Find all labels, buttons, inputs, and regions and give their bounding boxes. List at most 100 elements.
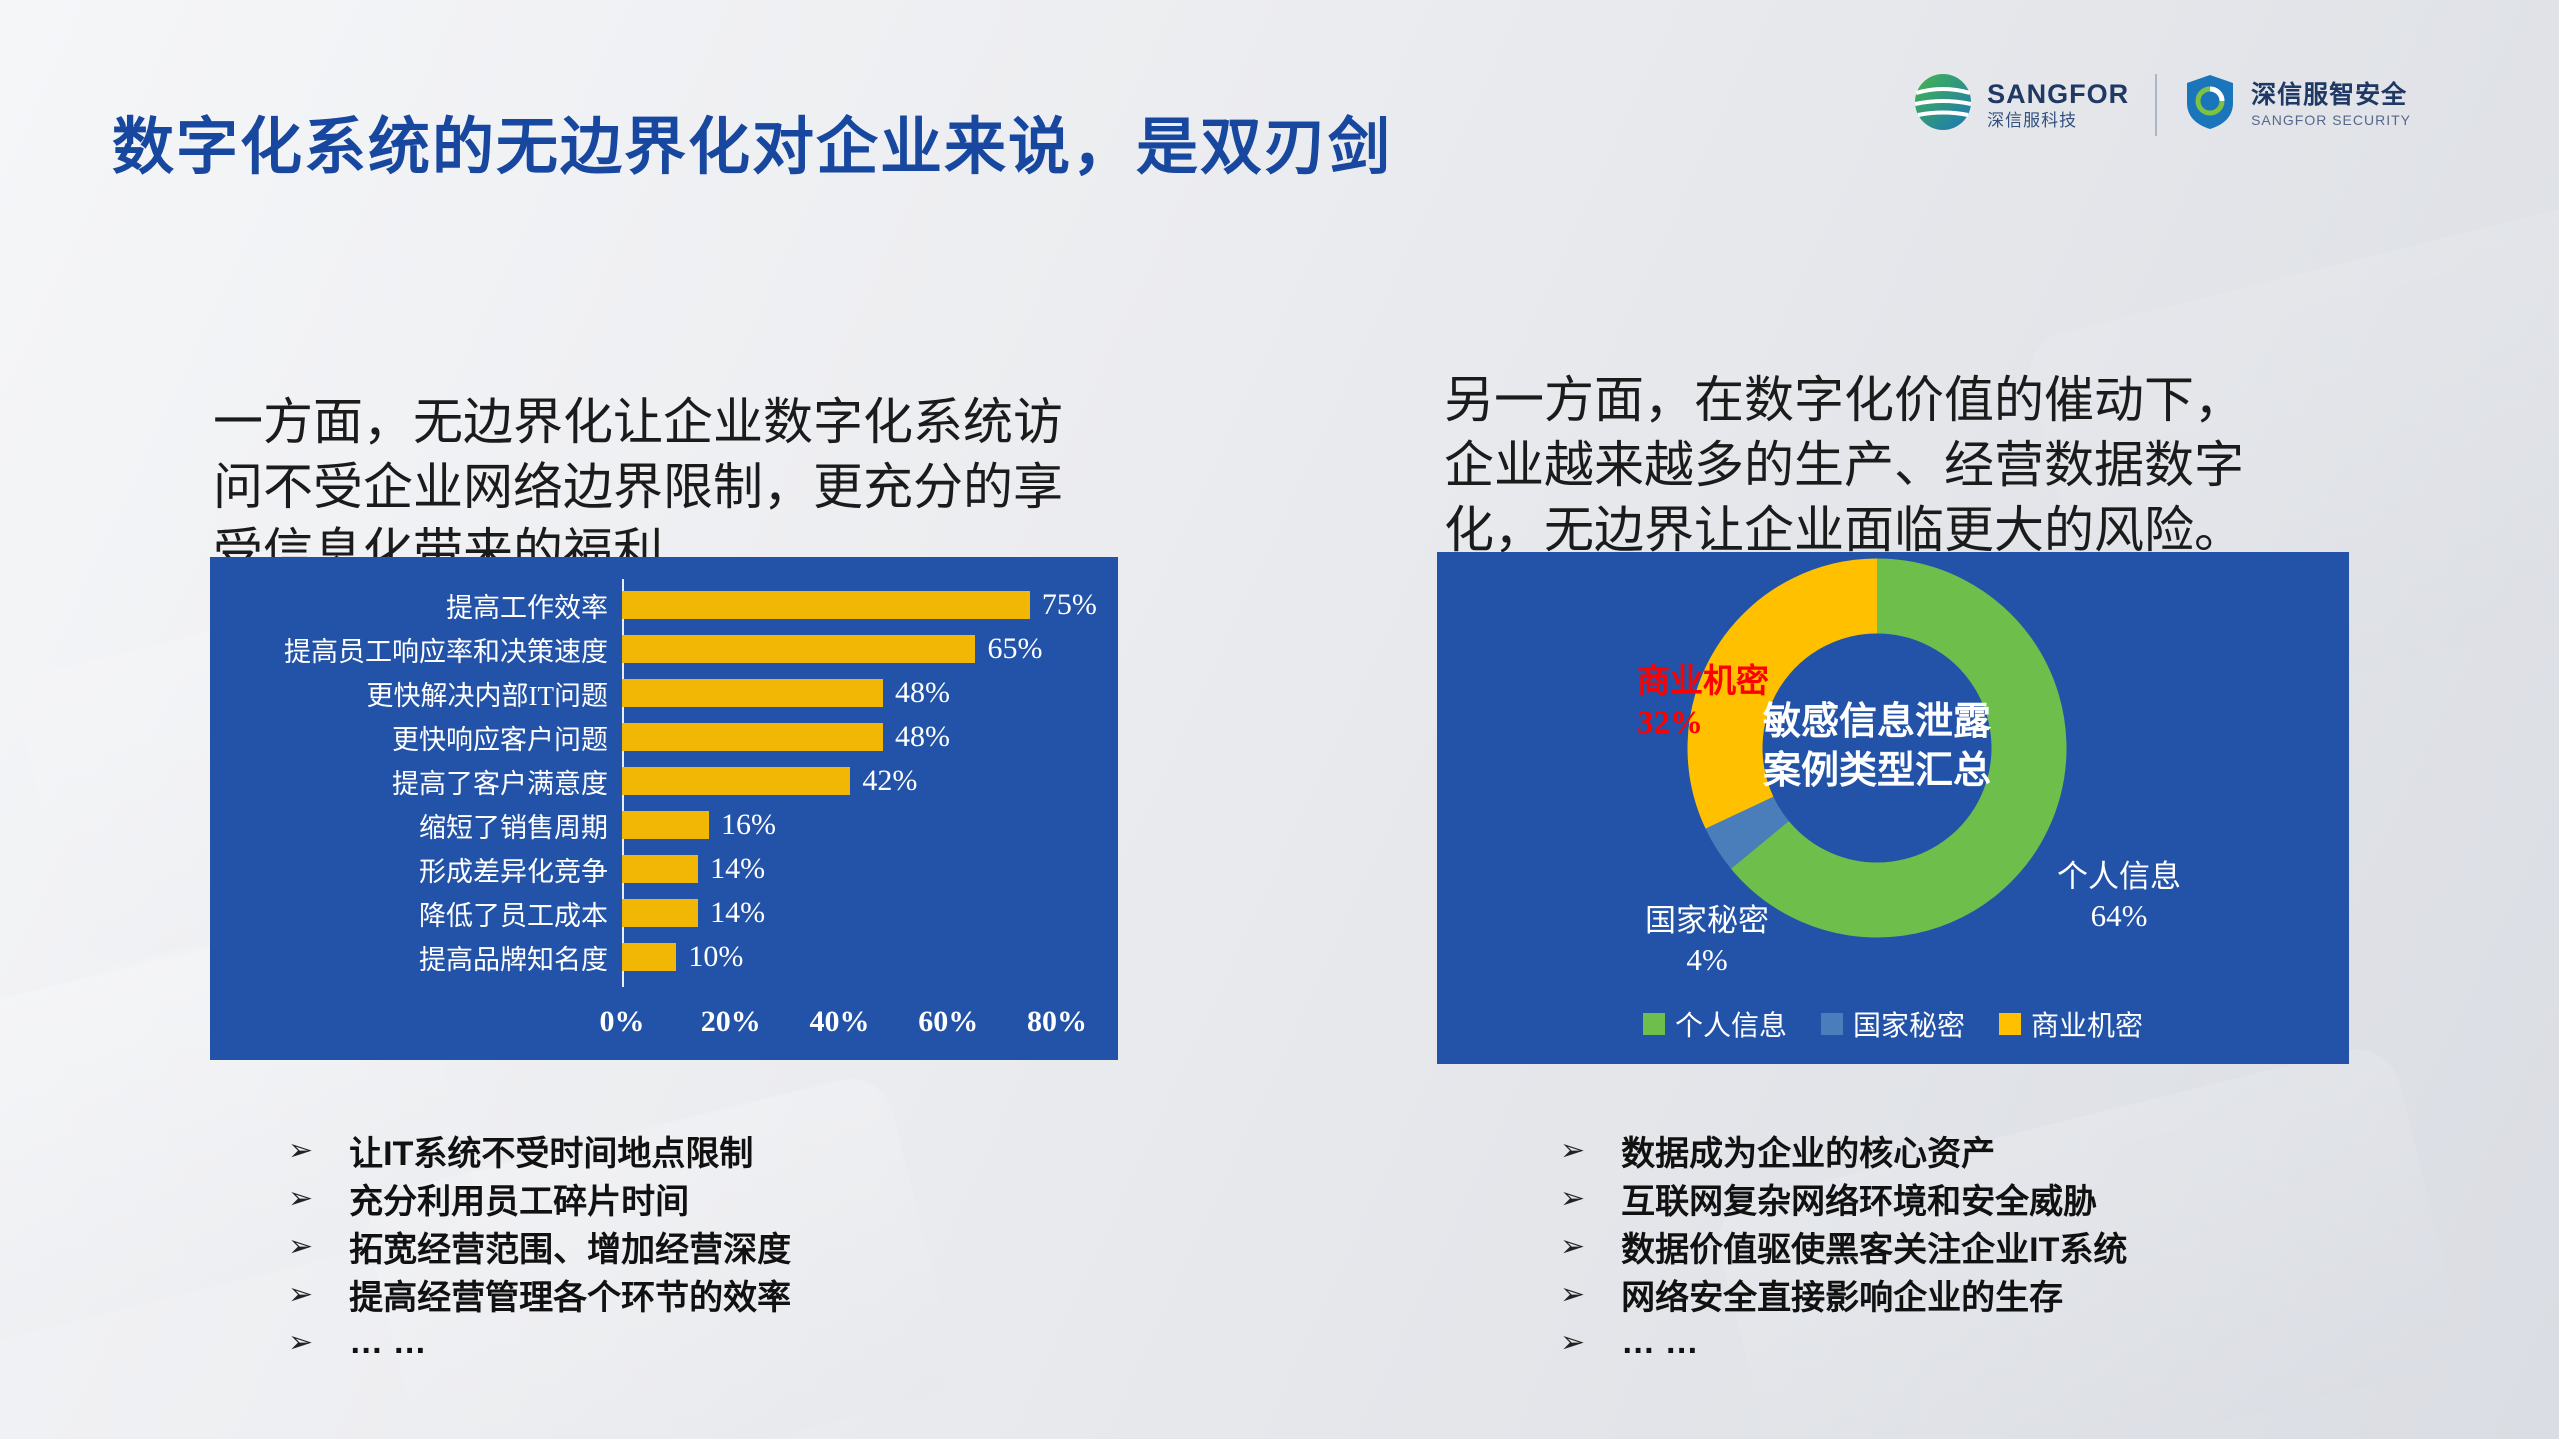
donut-center-title-line2: 案例类型汇总 [1762,750,1991,793]
legend-item: 商业机密 [1999,1004,2143,1044]
bar-category-label: 更快响应客户问题 [392,724,608,755]
bar-track: 14% [622,852,1057,886]
bar-category-label: 降低了员工成本 [419,900,608,931]
list-item-text: 数据价值驱使黑客关注企业IT系统 [1621,1230,2128,1269]
bar [622,635,976,663]
logo-divider [2155,73,2158,136]
bullet-arrow-icon: ➢ [288,1229,314,1263]
bar-value-label: 48% [895,720,950,753]
bar-value-label: 42% [862,764,918,797]
bar [622,811,709,839]
bar-row: 更快响应客户问题 48% [210,715,1118,759]
x-axis-tick-label: 80% [1027,1005,1087,1038]
bar-track: 48% [622,676,1057,710]
donut-center-title-line1: 敏感信息泄露 [1762,701,1991,743]
bar-track: 75% [622,588,1097,622]
list-item: ➢ 网络安全直接影响企业的生存 [1560,1270,2127,1318]
bar-row: 提高了客户满意度 42% [210,759,1118,803]
bar-category-label: 缩短了销售周期 [419,812,608,843]
donut-callout-value: 4% [1686,941,1728,977]
right-intro-paragraph: 另一方面，在数字化价值的催动下，企业越来越多的生产、经营数据数字化，无边界让企业… [1444,372,2244,558]
bar-value-label: 14% [710,896,766,929]
list-item-text: 提高经营管理各个环节的效率 [349,1278,792,1317]
legend-item: 个人信息 [1642,1004,1787,1044]
bar-value-label: 65% [987,632,1043,665]
sangfor-security-logo-sub: SANGFOR SECURITY [2251,111,2411,128]
list-item: ➢ 拓宽经营范围、增加经营深度 [288,1222,791,1270]
list-item-text: 拓宽经营范围、增加经营深度 [349,1230,792,1269]
benefits-bar-chart-panel: 提高工作效率 75% 提高员工响应率和决策速度 65% 更快解决内部IT问题 48% 更快响… [210,557,1118,1060]
list-item-text: 网络安全直接影响企业的生存 [1621,1278,2064,1317]
bar-track: 65% [622,632,1057,666]
list-item: ➢ 提高经营管理各个环节的效率 [288,1270,791,1318]
donut-slice-1 [1705,795,1790,869]
list-item-text: 互联网复杂网络环境和安全威胁 [1621,1182,2098,1221]
bullet-arrow-icon: ➢ [288,1133,314,1167]
bar-track: 14% [622,896,1057,930]
bullet-arrow-icon: ➢ [1560,1229,1586,1263]
sangfor-security-logo-name: 深信服智安全 [2251,81,2408,110]
security-shield-icon [2183,73,2237,136]
bar-category-label: 更快解决内部IT问题 [366,680,608,711]
bar-value-label: 14% [710,852,766,885]
left-intro-paragraph: 一方面，无边界化让企业数字化系统访问不受企业网络边界限制，更充分的享受信息化带来… [213,394,1063,580]
bar [622,591,1030,619]
x-axis-tick-label: 0% [599,1005,645,1038]
risk-donut-chart-panel: 敏感信息泄露 案例类型汇总 个人信息 64% 国家秘密 4% 商业机密 32% 个人信息国… [1437,552,2349,1064]
bullet-arrow-icon: ➢ [1560,1181,1586,1215]
page-title: 数字化系统的无边界化对企业来说，是双刃剑 [112,112,1393,182]
donut-callout-value: 32% [1637,705,1703,742]
donut-callout: 个人信息 64% [2029,858,2209,936]
sangfor-logo-sub: 深信服科技 [1987,111,2078,131]
bullet-arrow-icon: ➢ [288,1325,314,1359]
x-axis-tick-label: 20% [700,1005,761,1038]
x-axis-tick-label: 40% [809,1005,870,1038]
sangfor-logo-name: SANGFOR [1987,78,2130,109]
bar-row: 缩短了销售周期 16% [210,803,1118,847]
legend-label: 商业机密 [2031,1011,2144,1042]
bar-value-label: 16% [721,808,776,841]
bar-value-label: 75% [1041,588,1097,621]
bar [622,943,677,971]
donut-center-title: 敏感信息泄露 案例类型汇总 [1717,698,2037,797]
bar [622,855,699,883]
bullet-arrow-icon: ➢ [288,1181,314,1215]
list-item: ➢ 充分利用员工碎片时间 [288,1174,791,1222]
sangfor-globe-icon [1913,72,1973,137]
donut-legend: 个人信息 国家秘密 商业机密 [1437,1004,2349,1044]
bar-category-label: 提高员工响应率和决策速度 [284,636,608,667]
donut-slice-2 [1687,558,1878,829]
sangfor-security-logo: 深信服智安全 SANGFOR SECURITY [2183,73,2411,136]
bar-row: 提高品牌知名度 10% [210,935,1118,979]
bullet-arrow-icon: ➢ [288,1277,314,1311]
list-item: ➢ 互联网复杂网络环境和安全威胁 [1560,1174,2127,1222]
list-item-text: … … [349,1322,427,1361]
bar-category-label: 提高工作效率 [446,592,608,623]
bullet-arrow-icon: ➢ [1560,1277,1586,1311]
list-item-text: 充分利用员工碎片时间 [349,1182,690,1221]
bar-row: 提高工作效率 75% [210,583,1118,627]
bar [622,899,699,927]
bar [622,723,883,751]
sangfor-logo: SANGFOR 深信服科技 [1913,72,2129,137]
bar [622,767,851,795]
x-axis-tick-label: 60% [918,1005,979,1038]
donut-callout: 国家秘密 4% [1631,902,1783,980]
legend-swatch [1820,1013,1843,1035]
bar-category-label: 提高了客户满意度 [392,768,608,799]
bullet-arrow-icon: ➢ [1560,1133,1586,1167]
legend-item: 国家秘密 [1820,1004,1965,1044]
donut-callout-value: 64% [2090,897,2148,933]
list-item-text: 让IT系统不受时间地点限制 [349,1134,754,1173]
bar-category-label: 提高品牌知名度 [419,944,608,975]
list-item: ➢ … … [1560,1318,2127,1366]
donut-slice-0 [1731,558,2067,938]
left-bullet-list: ➢ 让IT系统不受时间地点限制 ➢ 充分利用员工碎片时间 ➢ 拓宽经营范围、增加经营深度 ➢… [288,1126,791,1366]
brand-logos: SANGFOR 深信服科技 深信服智安全 SANGFOR SECURITY [1913,72,2411,137]
bar [622,679,883,707]
bar-row: 形成差异化竞争 14% [210,847,1118,891]
bar-value-label: 48% [895,676,950,709]
bar-track: 10% [622,940,1057,974]
bar-value-label: 10% [688,940,744,973]
bar-row: 提高员工响应率和决策速度 65% [210,627,1118,671]
